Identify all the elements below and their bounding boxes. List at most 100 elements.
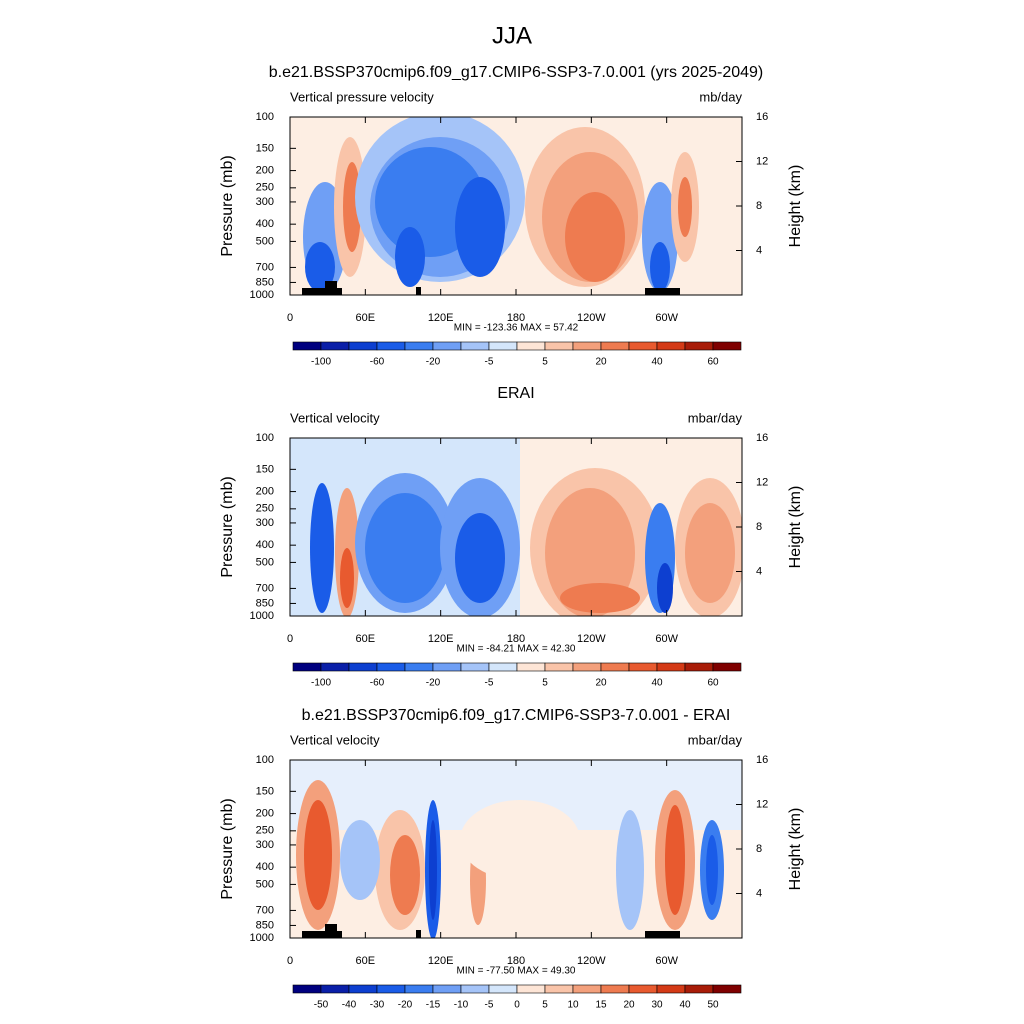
y-tick-label: 100 (256, 432, 274, 444)
y-tick-label: 400 (256, 539, 274, 551)
colorbar-label: 5 (542, 678, 548, 689)
colorbar-box (656, 984, 686, 994)
contour-fill (365, 493, 445, 603)
y-tick-label: 300 (256, 196, 274, 208)
x-tick-label: 60W (655, 955, 678, 967)
y2-tick-label: 4 (756, 565, 762, 577)
left-label: Vertical velocity (290, 410, 380, 425)
x-tick-label: 120E (428, 312, 454, 324)
contour-fill (455, 177, 505, 277)
y-tick-label: 850 (256, 276, 274, 288)
contour-fill (650, 242, 670, 292)
colorbar-box (404, 341, 434, 351)
contour-fill (310, 483, 334, 613)
contour-fill (340, 820, 380, 900)
y-tick-label: 1000 (250, 289, 274, 301)
colorbar-label: 40 (651, 357, 663, 368)
colorbar-box (376, 984, 406, 994)
contour-fill (460, 800, 580, 880)
topography (416, 287, 421, 295)
colorbar-label: 20 (595, 678, 607, 689)
y-tick-label: 850 (256, 919, 274, 931)
x-tick-label: 120E (428, 955, 454, 967)
contour-fill (685, 503, 735, 603)
y2-tick-label: 12 (756, 476, 768, 488)
stats: MIN = -77.50 MAX = 49.30 (457, 966, 576, 977)
colorbar-box (460, 341, 490, 351)
colorbar-label: 20 (595, 357, 607, 368)
x-tick-label: 180 (507, 633, 525, 645)
colorbar-box (320, 984, 350, 994)
y-tick-label: 1000 (250, 610, 274, 622)
colorbar-box (656, 341, 686, 351)
y-tick-label: 1000 (250, 932, 274, 944)
contour-fill (565, 192, 625, 282)
x-tick-label: 0 (287, 633, 293, 645)
colorbar-box (628, 341, 658, 351)
x-tick-label: 60E (356, 955, 376, 967)
colorbar-box (348, 662, 378, 672)
right-label: mbar/day (688, 732, 743, 747)
x-tick-label: 180 (507, 955, 525, 967)
y2-tick-label: 16 (756, 111, 768, 123)
colorbar-box (600, 984, 630, 994)
colorbar-label: 10 (567, 1000, 579, 1011)
colorbar-box (600, 341, 630, 351)
x-tick-label: 0 (287, 312, 293, 324)
contour-fill (429, 820, 437, 920)
y2-tick-label: 4 (756, 244, 762, 256)
colorbar-label: 40 (651, 678, 663, 689)
colorbar-box (348, 341, 378, 351)
colorbar-box (488, 341, 518, 351)
colorbar-box (684, 662, 714, 672)
contour-field (290, 438, 742, 616)
colorbar-box (712, 984, 742, 994)
colorbar-box (600, 662, 630, 672)
colorbar-box (488, 662, 518, 672)
right-label: mb/day (699, 89, 742, 104)
y-tick-label: 200 (256, 164, 274, 176)
y-axis-label: Pressure (mb) (219, 798, 236, 899)
colorbar-label: -60 (370, 357, 385, 368)
contour-fill (678, 177, 692, 237)
stats: MIN = -84.21 MAX = 42.30 (457, 644, 576, 655)
y2-axis-label: Height (km) (787, 808, 804, 891)
colorbar-label: -15 (426, 1000, 441, 1011)
colorbar-box (292, 341, 322, 351)
y-tick-label: 700 (256, 261, 274, 273)
colorbar-box (432, 341, 462, 351)
topography (302, 931, 342, 938)
colorbar-label: -5 (485, 357, 494, 368)
y2-tick-label: 16 (756, 432, 768, 444)
y-tick-label: 100 (256, 754, 274, 766)
y2-tick-label: 4 (756, 887, 762, 899)
colorbar-box (572, 984, 602, 994)
topography (325, 924, 337, 938)
colorbar-label: 30 (651, 1000, 663, 1011)
figure-title: JJA (492, 22, 532, 49)
x-tick-label: 60W (655, 633, 678, 645)
colorbar-box (516, 984, 546, 994)
y-tick-label: 100 (256, 111, 274, 123)
colorbar-box (544, 662, 574, 672)
y-tick-label: 200 (256, 485, 274, 497)
colorbar-box (460, 984, 490, 994)
colorbar-box (460, 662, 490, 672)
colorbar-box (628, 662, 658, 672)
colorbar-label: 0 (514, 1000, 520, 1011)
colorbar-box (320, 341, 350, 351)
contour-fill (706, 835, 718, 905)
colorbar-label: -20 (398, 1000, 413, 1011)
y-tick-label: 300 (256, 517, 274, 529)
colorbar-label: -100 (311, 678, 331, 689)
contour-fill (390, 835, 420, 915)
colorbar-box (628, 984, 658, 994)
y-tick-label: 250 (256, 825, 274, 837)
colorbar-box (376, 341, 406, 351)
y-tick-label: 250 (256, 503, 274, 515)
y-tick-label: 150 (256, 785, 274, 797)
y2-axis-label: Height (km) (787, 486, 804, 569)
y-tick-label: 700 (256, 904, 274, 916)
topography (302, 288, 342, 295)
contour-fill (305, 242, 335, 292)
